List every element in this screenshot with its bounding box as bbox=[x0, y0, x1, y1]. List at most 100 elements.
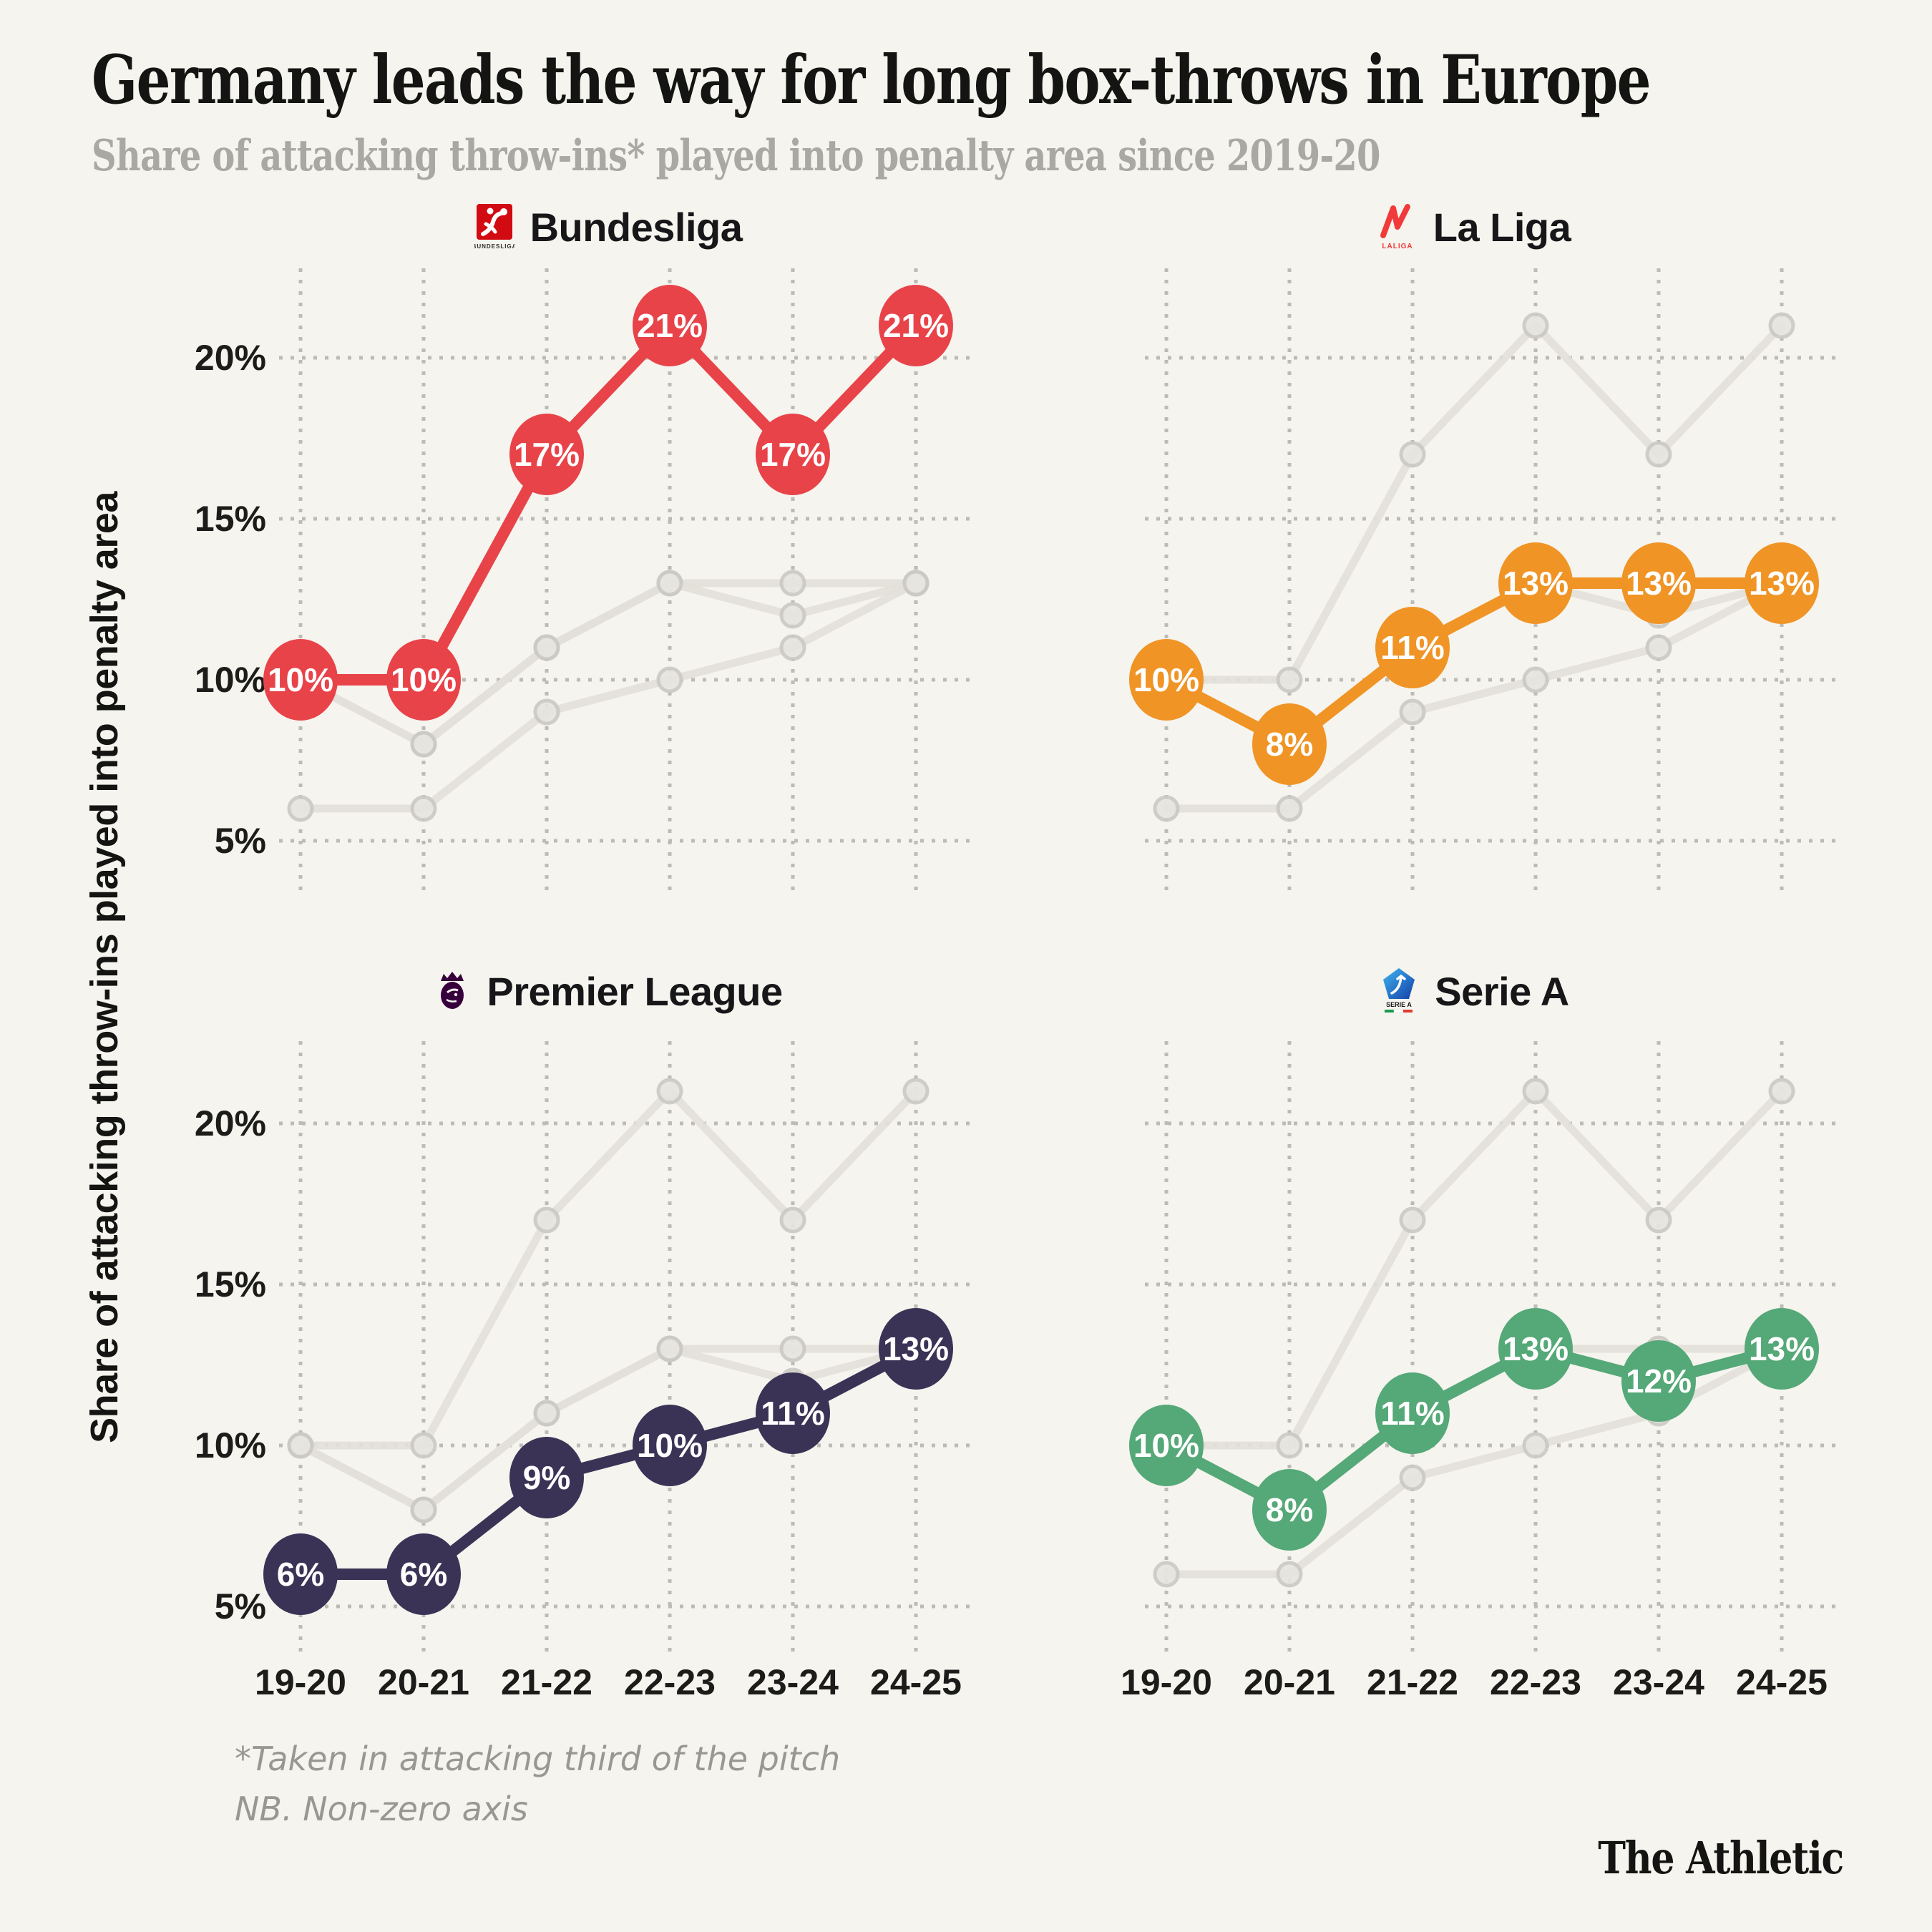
context-series-bundesliga bbox=[1153, 312, 1795, 693]
context-series-serie-a bbox=[287, 570, 930, 758]
context-point bbox=[1399, 698, 1426, 726]
data-point-label: 13% bbox=[1626, 565, 1692, 602]
data-point bbox=[633, 1405, 707, 1486]
data-point-label: 10% bbox=[391, 661, 457, 698]
data-point bbox=[633, 285, 707, 366]
highlight-series-premier-league: 6% 6% 9% 10% 11% 13% bbox=[263, 1308, 953, 1615]
league-name-serie-a: Serie A bbox=[1435, 968, 1569, 1014]
data-point bbox=[1745, 1308, 1819, 1390]
y-tick-label: 15% bbox=[195, 1264, 266, 1304]
data-point bbox=[1252, 703, 1327, 785]
data-point-label: 13% bbox=[1749, 565, 1815, 602]
data-point-label: 13% bbox=[883, 1330, 949, 1367]
data-point bbox=[263, 639, 338, 721]
context-point bbox=[1399, 1464, 1426, 1491]
x-tick-label: 19-20 bbox=[1121, 1662, 1212, 1702]
context-point bbox=[533, 698, 560, 726]
context-point bbox=[1768, 1078, 1795, 1105]
data-point bbox=[756, 414, 830, 495]
y-tick-label: 10% bbox=[195, 660, 266, 700]
footnote-asterisk: *Taken in attacking third of the pitch bbox=[235, 1740, 841, 1778]
data-point bbox=[756, 1372, 830, 1454]
data-point-label: 11% bbox=[1380, 629, 1445, 666]
context-point bbox=[779, 1206, 806, 1234]
context-point bbox=[656, 1078, 683, 1105]
context-point bbox=[1399, 1206, 1426, 1234]
data-point bbox=[1621, 1340, 1696, 1422]
context-point bbox=[1522, 1432, 1549, 1459]
page-title: Germany leads the way for long box-throw… bbox=[92, 41, 1652, 119]
context-series-premier-league bbox=[1153, 570, 1795, 822]
data-point-label: 10% bbox=[637, 1427, 703, 1464]
league-name-la-liga: La Liga bbox=[1433, 204, 1571, 250]
serie-a-logo-text: SERIE A bbox=[1386, 1001, 1412, 1008]
y-tick-label: 20% bbox=[195, 338, 266, 378]
context-point bbox=[1276, 666, 1303, 693]
data-point-label: 17% bbox=[760, 436, 826, 473]
laliga-logo-icon: LALIGA bbox=[1377, 203, 1418, 251]
context-point bbox=[656, 666, 683, 693]
context-point bbox=[533, 1400, 560, 1427]
context-point bbox=[779, 1335, 806, 1362]
chart-premier-league: 5% 10% 15% 20% 19-20 20-21 21-22 22-23 23-24 24-2… bbox=[195, 1041, 972, 1702]
context-point bbox=[779, 570, 806, 597]
league-name-premier-league: Premier League bbox=[487, 968, 783, 1014]
data-point-label: 17% bbox=[514, 436, 580, 473]
context-point bbox=[1522, 312, 1549, 339]
chart-serie-a: 19-20 20-21 21-22 22-23 23-24 24-25 10% 8% 11% 13… bbox=[1121, 1041, 1838, 1702]
x-tick-label: 20-21 bbox=[1244, 1662, 1335, 1702]
context-point bbox=[287, 1432, 314, 1459]
x-tick-label: 24-25 bbox=[870, 1662, 962, 1702]
y-tick-label: 20% bbox=[195, 1103, 266, 1143]
data-point bbox=[1621, 542, 1696, 624]
data-point bbox=[386, 1533, 461, 1615]
data-point bbox=[509, 414, 584, 495]
chart-bundesliga: 5%10%15%20%10% 10%17%21%17%21% bbox=[195, 268, 972, 894]
context-point bbox=[1276, 1561, 1303, 1588]
highlight-series-la-liga: 10% 8% 11% 13% 13% 13% bbox=[1129, 542, 1819, 785]
panel-header-bundesliga: BUNDESLIGA Bundesliga bbox=[301, 199, 916, 255]
data-point-label: 9% bbox=[523, 1459, 570, 1496]
data-point bbox=[1498, 1308, 1573, 1390]
highlight-series-serie-a: 10% 8% 11% 13% 12% 13% bbox=[1129, 1308, 1819, 1551]
data-point-label: 11% bbox=[761, 1395, 825, 1432]
data-point bbox=[263, 1533, 338, 1615]
premier-league-logo-icon bbox=[434, 968, 471, 1014]
data-point-label: 6% bbox=[400, 1556, 447, 1593]
data-point-label: 10% bbox=[1133, 661, 1199, 698]
y-tick-label: 5% bbox=[215, 1586, 266, 1626]
x-tick-label: 23-24 bbox=[1613, 1662, 1704, 1702]
panel-header-la-liga: LALIGA La Liga bbox=[1166, 199, 1782, 255]
highlight-series-bundesliga: 10% 10% 17% 21% 17% 21% bbox=[263, 285, 953, 721]
footnotes: *Taken in attacking third of the pitch N… bbox=[235, 1735, 840, 1835]
panel-header-premier-league: Premier League bbox=[301, 963, 916, 1019]
context-point bbox=[1522, 1078, 1549, 1105]
data-point-label: 10% bbox=[268, 661, 333, 698]
data-point bbox=[879, 285, 953, 366]
data-point-label: 12% bbox=[1626, 1362, 1692, 1400]
data-point bbox=[1252, 1469, 1327, 1551]
x-tick-label: 20-21 bbox=[378, 1662, 469, 1702]
data-point bbox=[1375, 607, 1450, 688]
data-point-label: 13% bbox=[1503, 565, 1568, 602]
y-tick-label: 10% bbox=[195, 1425, 266, 1465]
x-tick-label: 19-20 bbox=[255, 1662, 346, 1702]
data-point bbox=[1129, 1405, 1204, 1486]
data-point-label: 11% bbox=[1380, 1395, 1445, 1432]
context-series-premier-league bbox=[287, 570, 930, 822]
context-series-serie-a bbox=[287, 1335, 930, 1523]
context-point bbox=[656, 570, 683, 597]
context-point bbox=[1645, 441, 1672, 468]
laliga-logo-text: LALIGA bbox=[1382, 243, 1413, 250]
context-point bbox=[1645, 634, 1672, 661]
data-point-label: 13% bbox=[1503, 1330, 1568, 1367]
data-point-label: 8% bbox=[1266, 726, 1313, 763]
context-point bbox=[533, 1206, 560, 1234]
league-name-bundesliga: Bundesliga bbox=[530, 204, 743, 250]
context-series-bundesliga bbox=[287, 1078, 930, 1459]
data-point-label: 13% bbox=[1749, 1330, 1815, 1367]
serie-a-logo-icon: SERIE A bbox=[1379, 966, 1419, 1016]
context-point bbox=[1768, 312, 1795, 339]
context-point bbox=[779, 634, 806, 661]
